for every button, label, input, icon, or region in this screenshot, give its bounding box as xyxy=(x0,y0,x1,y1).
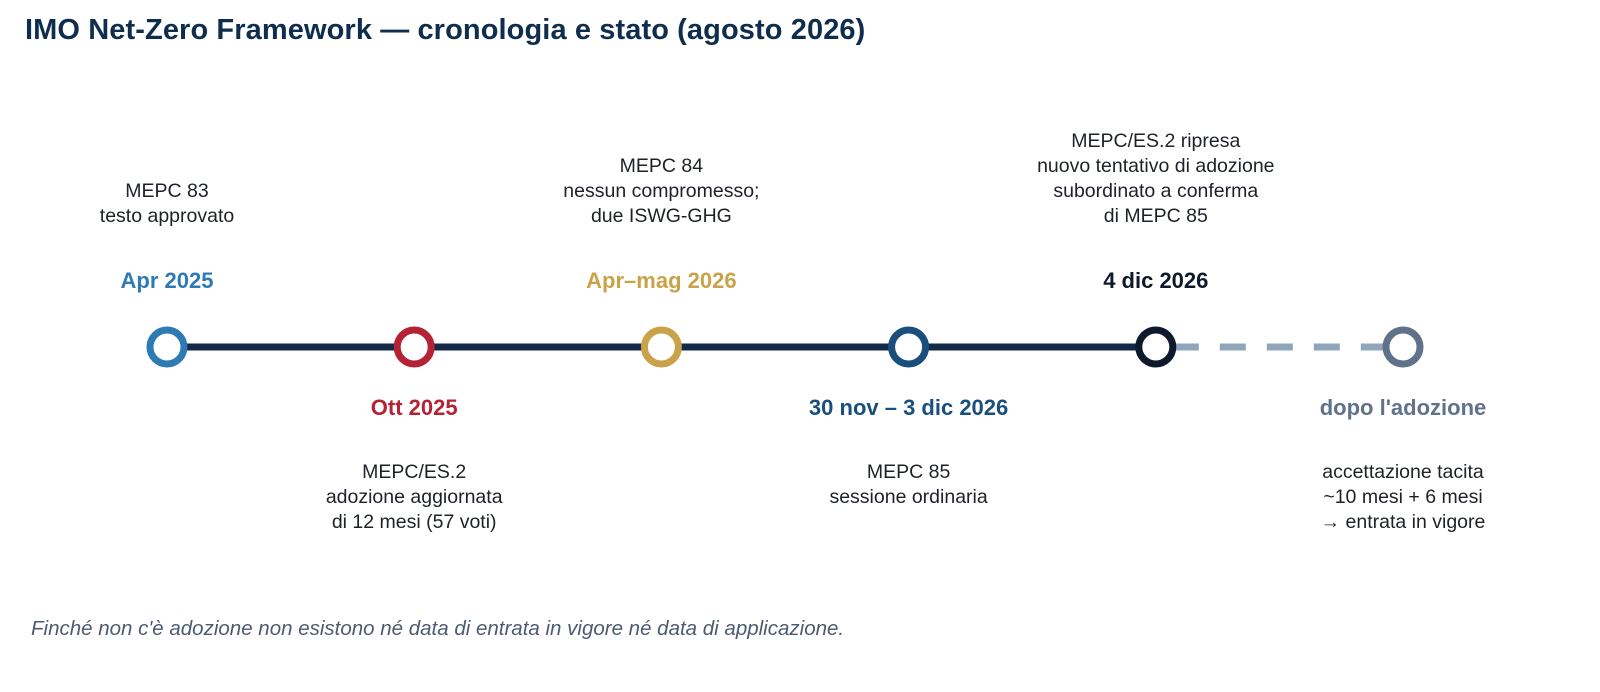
timeline-node-dic-2026 xyxy=(1135,326,1177,368)
date-label-apr-2025: Apr 2025 xyxy=(120,268,214,293)
date-label-apr-mag-2026: Apr–mag 2026 xyxy=(586,268,737,293)
description-line: di MEPC 85 xyxy=(1103,205,1208,227)
description-apr-mag-2026: MEPC 84 nessun compromesso; due ISWG-GHG xyxy=(501,154,821,229)
date-label-nov-dic-2026: 30 nov – 3 dic 2026 xyxy=(808,395,1009,420)
timeline-node-apr-2025 xyxy=(146,326,188,368)
timeline-node-apr-mag-2026 xyxy=(640,326,682,368)
description-dic-2026: MEPC/ES.2 ripresa nuovo tentativo di adoz… xyxy=(996,129,1316,229)
date-label-dopo-adozione: dopo l'adozione xyxy=(1319,395,1487,420)
description-line: MEPC 85 xyxy=(866,461,951,483)
description-dopo-adozione: accettazione tacita ~10 mesi + 6 mesi → en… xyxy=(1243,460,1563,535)
description-line: MEPC 83 xyxy=(125,180,209,202)
description-line: → entrata in vigore xyxy=(1320,511,1486,533)
description-line: di 12 mesi (57 voti) xyxy=(331,511,497,533)
description-line: nessun compromesso; xyxy=(563,180,760,202)
description-line: MEPC 84 xyxy=(619,155,704,177)
description-line: MEPC/ES.2 ripresa xyxy=(1071,130,1241,152)
description-nov-dic-2026: MEPC 85 sessione ordinaria xyxy=(749,460,1069,510)
description-ott-2025: MEPC/ES.2 adozione aggiornata di 12 mesi (… xyxy=(254,460,574,535)
timeline-node-ott-2025 xyxy=(393,326,435,368)
description-line: testo approvato xyxy=(99,205,235,227)
timeline-node-nov-dic-2026 xyxy=(888,326,930,368)
description-apr-2025: MEPC 83 testo approvato xyxy=(7,179,327,229)
date-label-ott-2025: Ott 2025 xyxy=(370,395,458,420)
description-line: adozione aggiornata xyxy=(325,486,503,508)
description-line: subordinato a conferma xyxy=(1053,180,1259,202)
footnote: Finché non c'è adozione non esistono né … xyxy=(31,617,845,640)
description-line: ~10 mesi + 6 mesi xyxy=(1323,486,1483,508)
date-label-dic-2026: 4 dic 2026 xyxy=(1103,268,1209,293)
timeline-node-dopo-adozione xyxy=(1382,326,1424,368)
description-line: MEPC/ES.2 xyxy=(362,461,467,483)
description-line: accettazione tacita xyxy=(1322,461,1484,483)
description-line: sessione ordinaria xyxy=(829,486,988,508)
page-title: IMO Net-Zero Framework — cronologia e st… xyxy=(25,14,866,46)
description-line: due ISWG-GHG xyxy=(590,205,732,227)
description-line: nuovo tentativo di adozione xyxy=(1037,155,1275,177)
